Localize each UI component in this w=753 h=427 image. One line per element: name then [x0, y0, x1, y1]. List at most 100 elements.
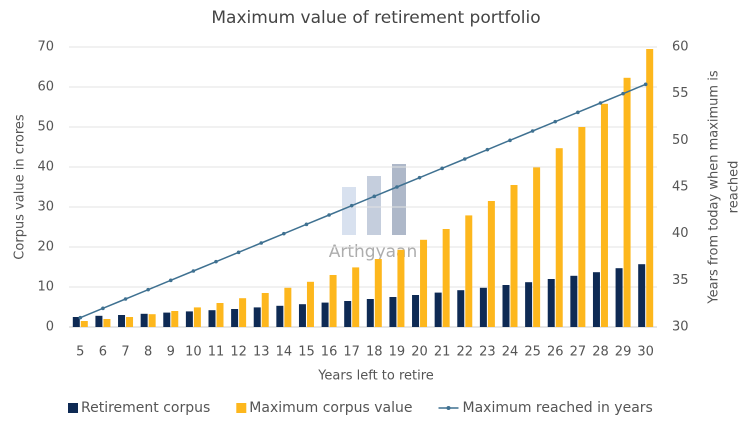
bar	[344, 301, 352, 327]
y2-tick-label: 35	[672, 273, 689, 288]
bar	[465, 215, 473, 327]
y-tick-label: 40	[37, 160, 54, 175]
x-tick-label: 26	[547, 345, 564, 360]
line-marker	[485, 147, 490, 152]
bar	[533, 167, 541, 327]
bar	[502, 285, 510, 327]
bar	[276, 305, 284, 327]
bar	[298, 304, 306, 327]
x-tick-label: 29	[615, 345, 632, 360]
line-marker	[576, 110, 580, 115]
line-marker	[553, 119, 558, 124]
bar	[208, 310, 216, 327]
bar	[442, 229, 450, 327]
line-marker	[530, 129, 535, 133]
bar	[80, 321, 88, 327]
x-tick-label: 5	[76, 345, 84, 360]
bar	[352, 267, 360, 327]
line-marker	[417, 175, 422, 180]
y2-axis-title: Years from today when maximum is	[707, 70, 722, 304]
bar	[592, 272, 600, 327]
bar	[171, 311, 179, 327]
x-tick-label: 19	[389, 345, 406, 360]
legend-label: Maximum corpus value	[249, 400, 412, 416]
line-marker	[327, 213, 331, 217]
legend-swatch	[236, 403, 247, 413]
bar	[646, 49, 654, 327]
y-tick-label: 10	[37, 280, 54, 295]
bar	[510, 185, 518, 327]
line-marker	[214, 259, 218, 264]
watermark-logo	[342, 164, 406, 235]
bar	[555, 148, 563, 327]
bar	[329, 275, 337, 327]
line-marker	[372, 194, 377, 199]
bar	[457, 290, 465, 327]
bar	[547, 279, 555, 327]
x-tick-label: 25	[524, 345, 541, 360]
x-tick-label: 18	[366, 345, 383, 360]
bar	[72, 317, 80, 327]
bar	[216, 303, 224, 327]
x-tick-label: 22	[456, 345, 473, 360]
x-tick-label: 8	[144, 345, 152, 360]
y-axis-title: Corpus value in crores	[13, 114, 28, 260]
x-tick-label: 27	[570, 345, 587, 360]
legend-label: Retirement corpus	[81, 400, 210, 416]
line-marker	[146, 287, 150, 292]
bar	[193, 307, 201, 327]
bar	[525, 282, 533, 327]
y-tick-label: 30	[37, 200, 54, 215]
line-marker	[259, 241, 264, 245]
bar	[163, 312, 171, 327]
bar	[638, 264, 646, 327]
y2-tick-label: 45	[672, 180, 689, 195]
y-tick-label: 70	[37, 40, 54, 55]
x-tick-label: 20	[411, 345, 428, 360]
line-marker	[78, 315, 83, 320]
y2-axis-title: reached	[727, 161, 742, 214]
x-tick-label: 10	[185, 345, 202, 360]
x-tick-label: 15	[298, 345, 315, 360]
bar	[479, 287, 487, 327]
bar	[148, 314, 156, 327]
line-marker	[101, 306, 105, 311]
line-marker	[598, 101, 603, 105]
bar	[397, 249, 405, 327]
bar	[366, 299, 374, 327]
line-marker	[349, 203, 354, 208]
bar	[231, 309, 239, 327]
legend-label: Maximum reached in years	[463, 400, 653, 416]
y2-tick-label: 50	[672, 133, 689, 148]
line	[80, 83, 646, 319]
line-marker	[440, 166, 444, 171]
bar	[420, 239, 428, 327]
x-tick-label: 28	[592, 345, 609, 360]
y-tick-label: 60	[37, 80, 54, 95]
x-tick-label: 17	[343, 345, 360, 360]
bar	[103, 319, 111, 327]
bar	[95, 315, 103, 327]
x-tick-label: 11	[208, 345, 225, 360]
bar	[239, 298, 247, 327]
bar	[118, 315, 126, 327]
x-tick-label: 7	[121, 345, 129, 360]
x-tick-label: 9	[167, 345, 175, 360]
x-tick-label: 14	[276, 345, 293, 360]
line-marker	[236, 250, 241, 255]
y2-tick-label: 40	[672, 226, 689, 241]
line-marker	[462, 157, 467, 161]
bar	[600, 103, 608, 327]
bar	[185, 311, 193, 327]
x-tick-label: 6	[99, 345, 107, 360]
x-tick-label: 30	[637, 345, 654, 360]
legend-swatch	[68, 403, 78, 413]
x-tick-label: 21	[434, 345, 451, 360]
line-marker	[191, 269, 196, 273]
legend-swatch	[446, 406, 451, 410]
bar	[306, 281, 314, 327]
line-marker	[168, 278, 173, 283]
y-tick-label: 0	[46, 320, 54, 335]
y2-tick-label: 55	[672, 86, 689, 101]
